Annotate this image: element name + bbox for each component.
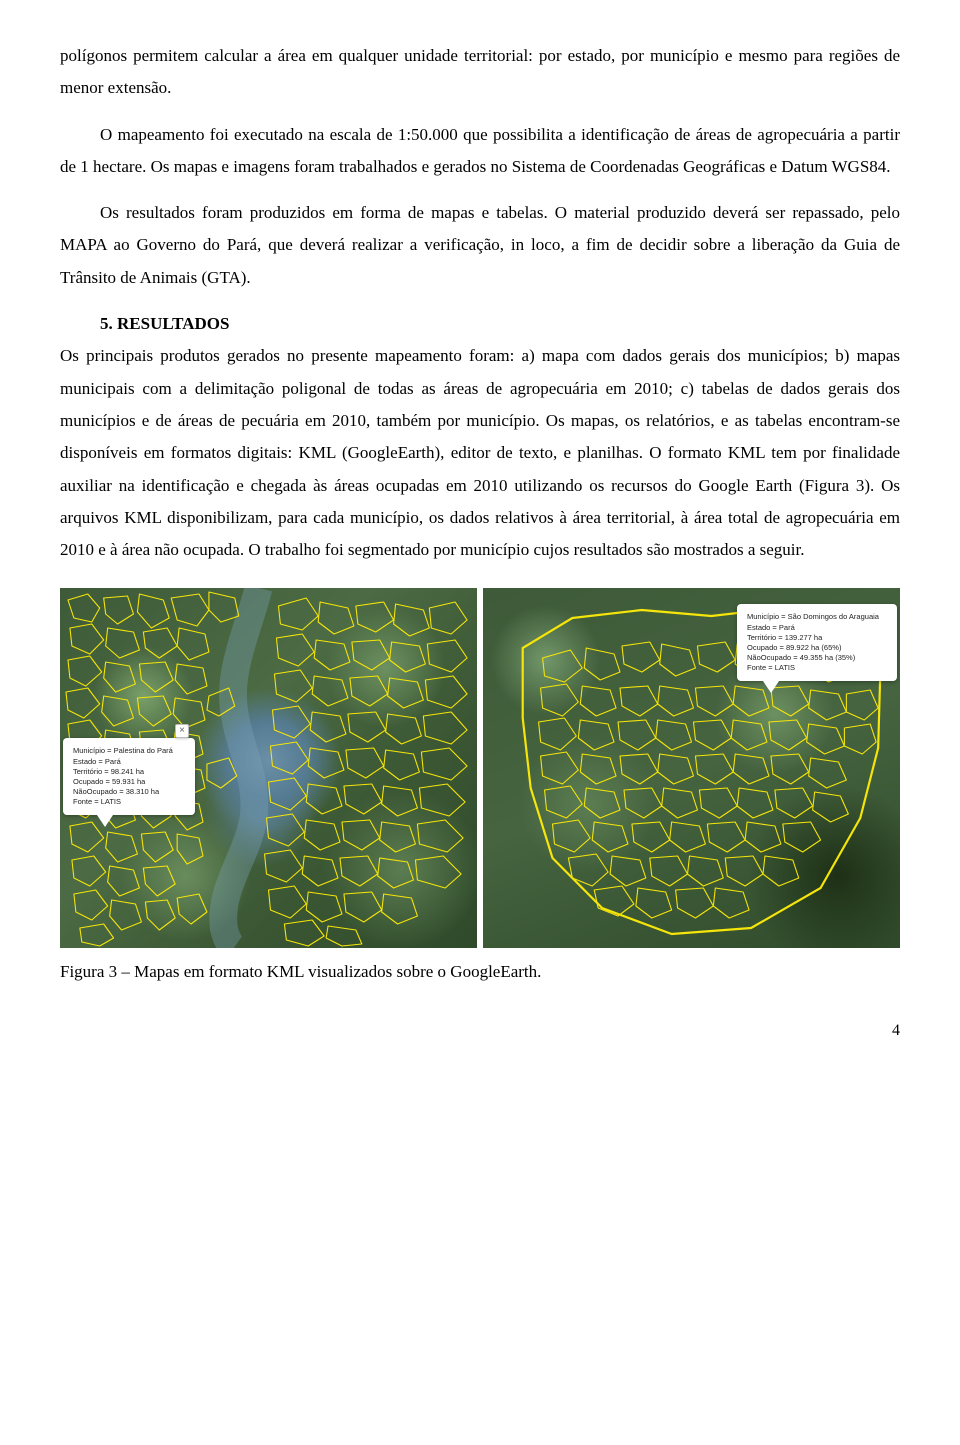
info-line: Território = 98.241 ha [73,767,185,777]
balloon-tail-icon [763,681,779,693]
info-line: Estado = Pará [747,623,887,633]
figure-3-maps: × Município = Palestina do Pará Estado =… [60,588,900,948]
info-line: Ocupado = 59.931 ha [73,777,185,787]
info-line: Município = São Domingos do Araguaia [747,612,887,622]
paragraph-4: Os principais produtos gerados no presen… [60,346,900,559]
results-block: 5. RESULTADOS Os principais produtos ger… [60,308,900,566]
paragraph-1: polígonos permitem calcular a área em qu… [60,40,900,105]
info-line: Fonte = LATIS [747,663,887,673]
info-line: Ocupado = 89.922 ha (65%) [747,643,887,653]
info-line: Fonte = LATIS [73,797,185,807]
info-line: Estado = Pará [73,757,185,767]
page-number: 4 [60,1022,900,1040]
section-heading: 5. RESULTADOS [100,314,229,333]
paragraph-2: O mapeamento foi executado na escala de … [60,119,900,184]
map-right-infobox: Município = São Domingos do Araguaia Est… [737,604,897,681]
paragraph-3: Os resultados foram produzidos em forma … [60,197,900,294]
map-left: × Município = Palestina do Pará Estado =… [60,588,477,948]
info-line: Território = 139.277 ha [747,633,887,643]
close-icon[interactable]: × [175,724,189,738]
info-line: NãoOcupado = 38.310 ha [73,787,185,797]
figure-caption: Figura 3 – Mapas em formato KML visualiz… [60,958,900,985]
info-line: Município = Palestina do Pará [73,746,185,756]
balloon-tail-icon [97,815,113,827]
map-right: Município = São Domingos do Araguaia Est… [483,588,900,948]
map-left-infobox: × Município = Palestina do Pará Estado =… [63,738,195,815]
info-line: NãoOcupado = 49.355 ha (35%) [747,653,887,663]
